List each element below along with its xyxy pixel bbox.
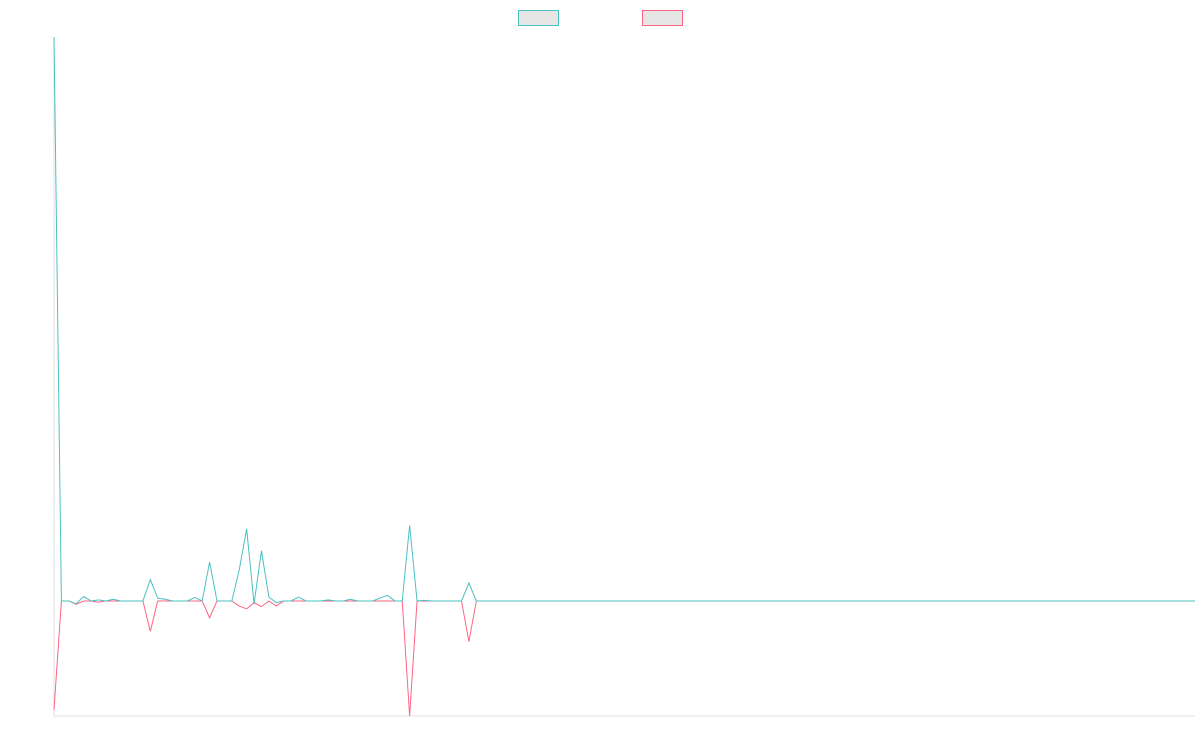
series-line <box>53 600 1195 717</box>
legend-swatch <box>642 10 683 26</box>
series-line <box>53 36 1195 605</box>
legend-swatch <box>518 10 559 26</box>
